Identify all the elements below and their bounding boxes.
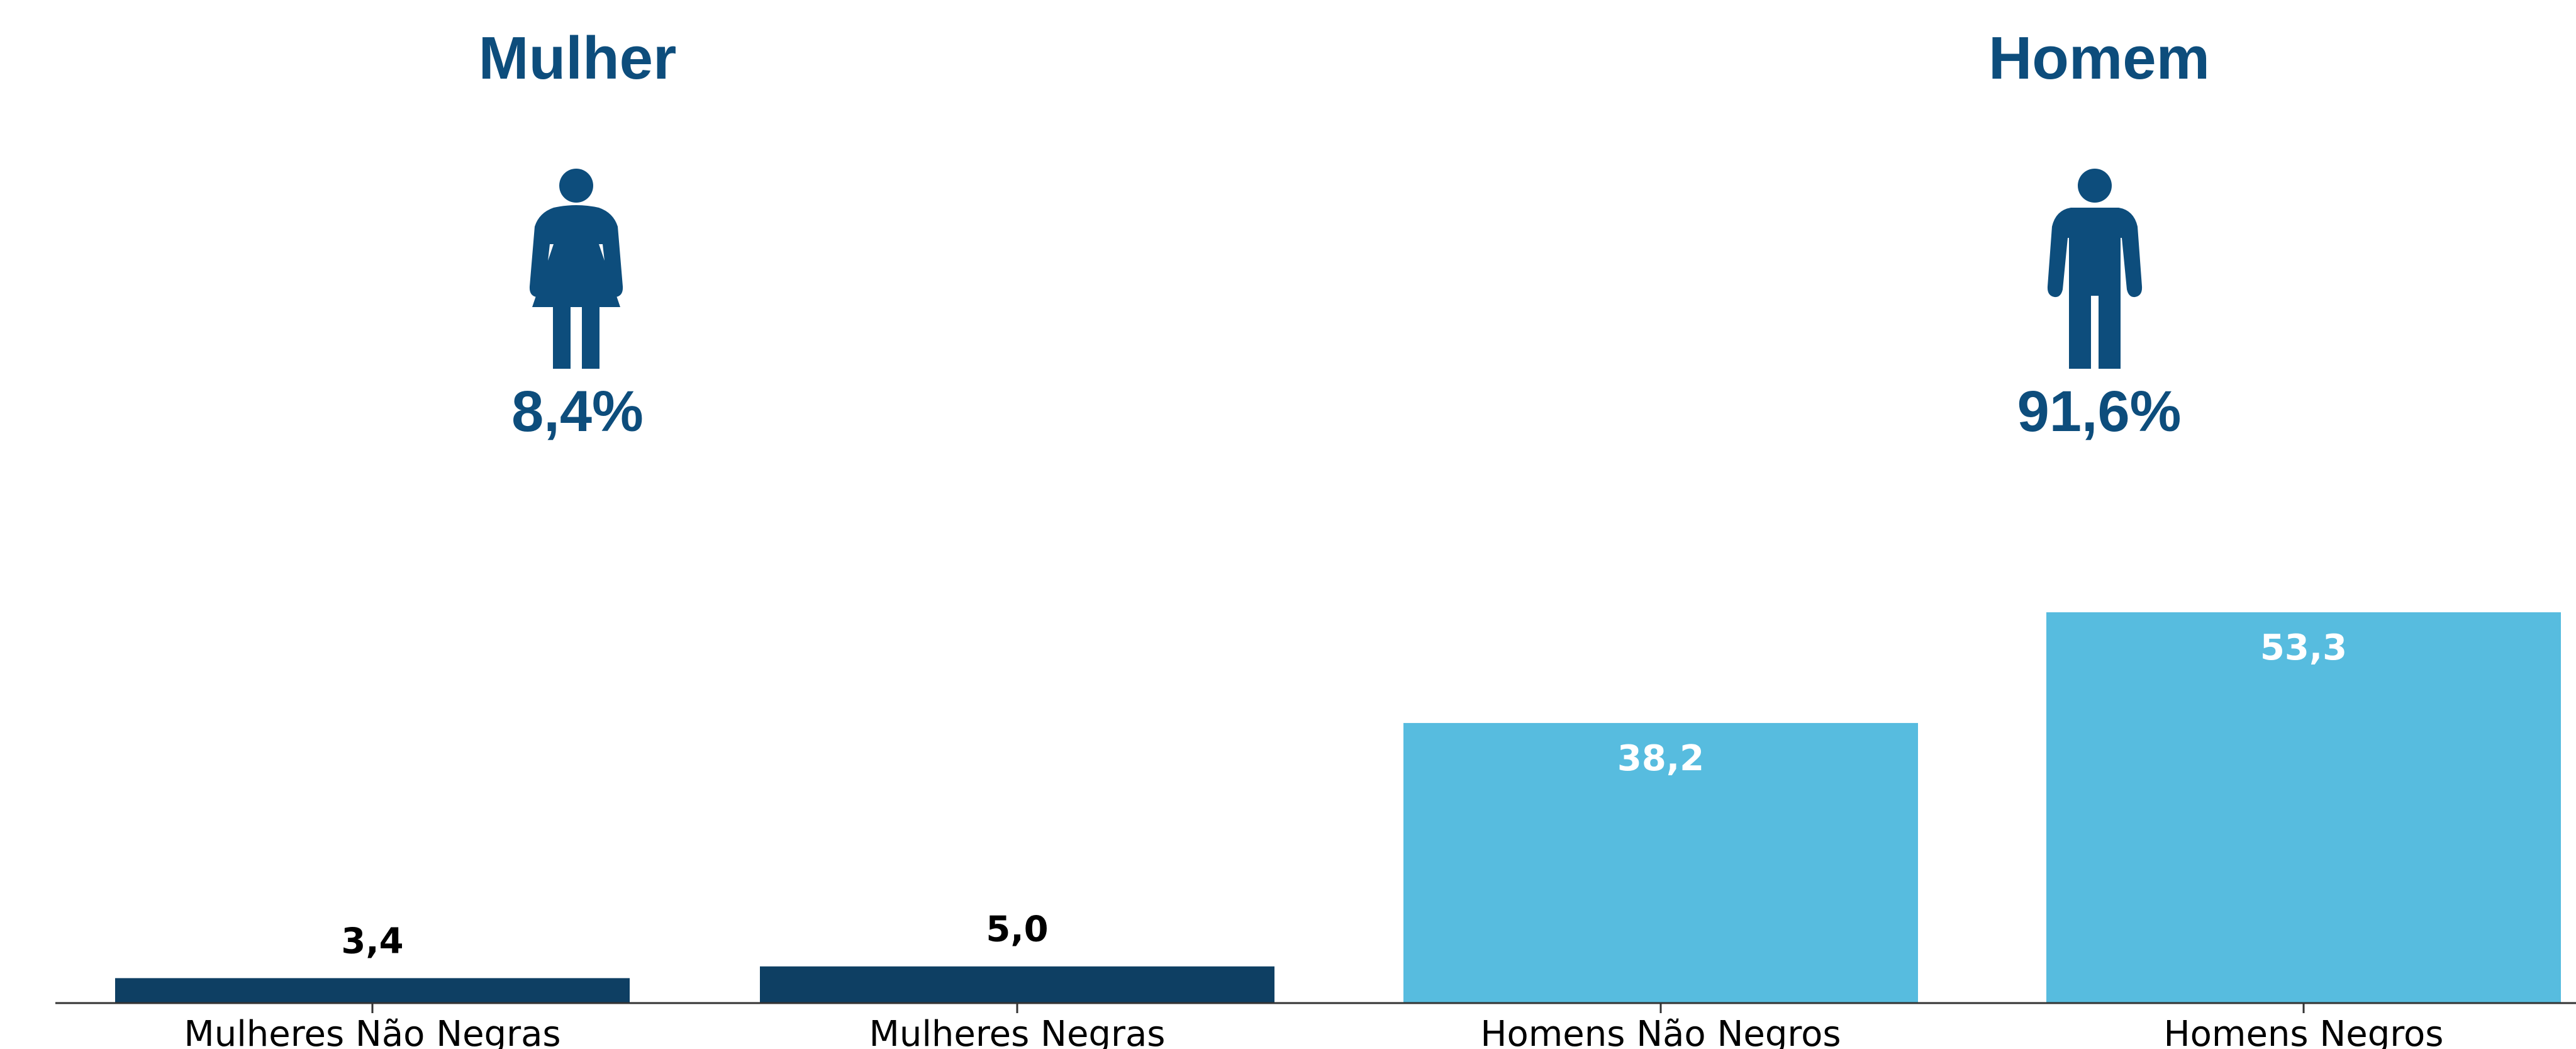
bar-value-label-homens-nao-negros: 38,2 (1617, 738, 1704, 779)
x-tick-label-mulheres-nao-negras: Mulheres Não Negras (184, 1014, 560, 1049)
bar-homens-negros (2046, 612, 2561, 1003)
bar-value-label-homens-negros: 53,3 (2260, 627, 2347, 668)
x-tick-label-homens-nao-negros: Homens Não Negros (1480, 1014, 1841, 1049)
woman-icon (529, 169, 623, 369)
percent-homem: 91,6% (2017, 379, 2182, 444)
man-icon (2047, 169, 2143, 369)
x-tick-label-homens-negros: Homens Negros (2164, 1014, 2444, 1049)
x-tick-labels: Mulheres Não Negras Mulheres Negras Homens… (184, 1014, 2443, 1049)
bar-value-label-mulheres-negras: 5,0 (986, 909, 1048, 950)
group-title-homem: Homem (1988, 25, 2210, 92)
bar-value-labels: 3,4 5,0 38,2 53,3 (341, 627, 2347, 962)
bar-value-label-mulheres-nao-negras: 3,4 (341, 921, 403, 962)
x-tick-label-mulheres-negras: Mulheres Negras (869, 1014, 1166, 1049)
bar-mulheres-nao-negras (115, 978, 630, 1003)
bars (115, 612, 2561, 1003)
percent-mulher: 8,4% (511, 379, 644, 444)
x-ticks (371, 1003, 2305, 1013)
group-title-mulher: Mulher (479, 25, 677, 92)
bar-homens-nao-negros (1403, 722, 1918, 1003)
bar-mulheres-negras (760, 966, 1274, 1003)
